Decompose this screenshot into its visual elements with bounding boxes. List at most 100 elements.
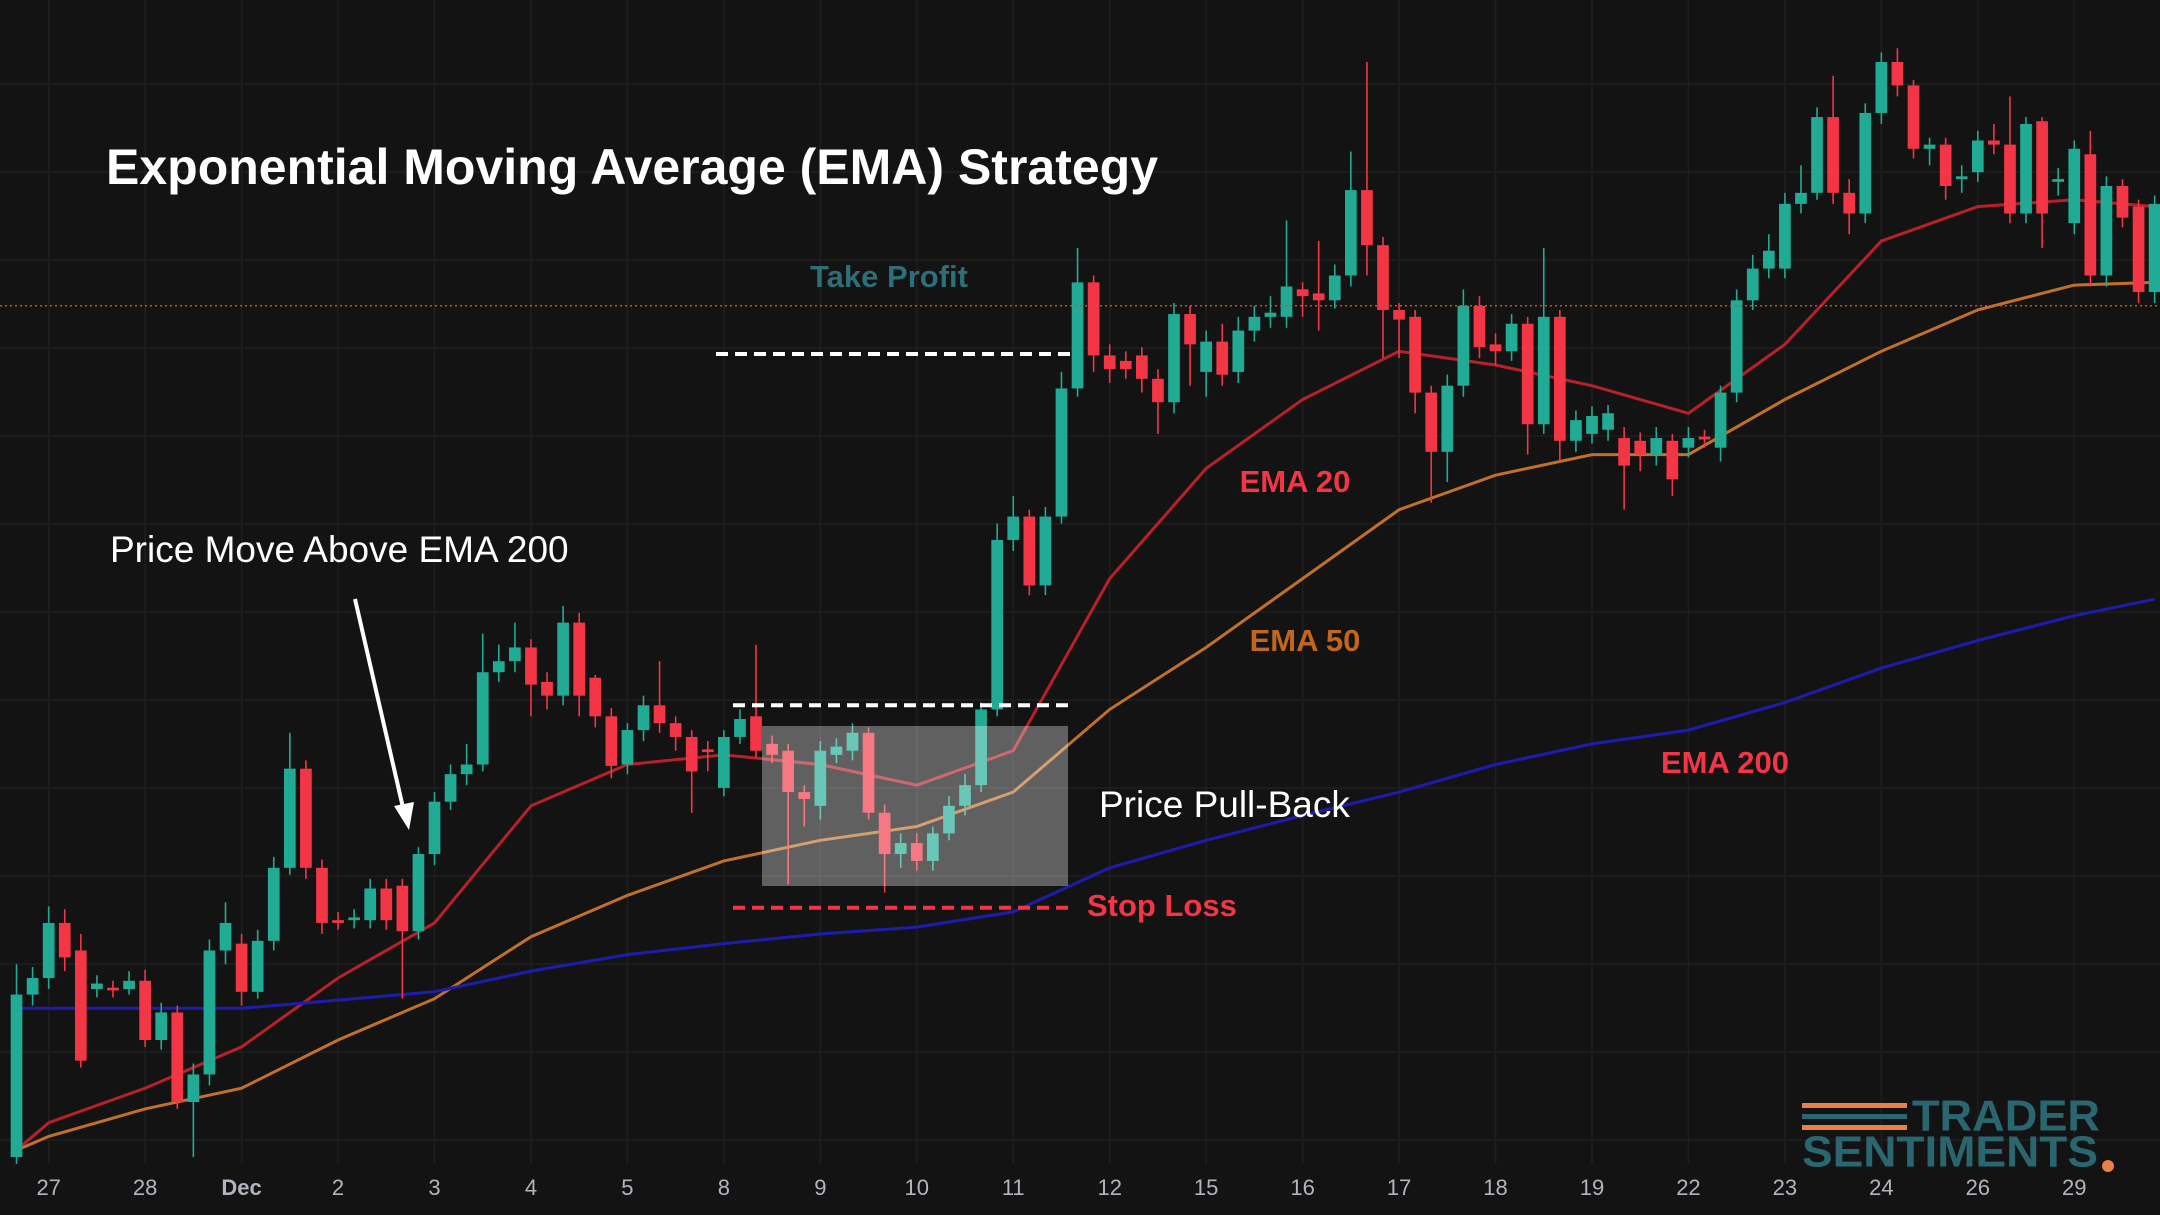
- x-tick-label: 4: [525, 1175, 537, 1200]
- candle-body: [1007, 516, 1020, 540]
- candle-body: [235, 943, 248, 992]
- candle-body: [476, 672, 489, 765]
- candle-body: [685, 736, 698, 772]
- legend-label: EMA 20: [1240, 464, 1351, 499]
- candle-body: [894, 843, 907, 855]
- candle-body: [1200, 341, 1213, 372]
- candle-body: [171, 1012, 184, 1103]
- candle-body: [2116, 185, 2129, 218]
- candle-body: [1955, 176, 1968, 180]
- x-tick-label: 16: [1290, 1175, 1314, 1200]
- x-tick-label: 10: [905, 1175, 929, 1200]
- candle-body: [1071, 282, 1084, 389]
- logo-text: TRADER: [1912, 1092, 2100, 1141]
- candle-body: [1425, 392, 1438, 452]
- candle-body: [1344, 190, 1357, 276]
- candle-body: [300, 768, 312, 868]
- x-tick-label: 27: [36, 1175, 60, 1200]
- x-tick-label: 22: [1676, 1175, 1700, 1200]
- x-tick-label: 23: [1773, 1175, 1797, 1200]
- candle-body: [123, 980, 135, 990]
- candle-body: [1473, 305, 1486, 348]
- candle-body: [283, 768, 296, 868]
- candle-body: [1087, 282, 1100, 356]
- candle-body: [2068, 148, 2081, 224]
- x-tick-label: 2: [332, 1175, 344, 1200]
- candle-body: [460, 764, 473, 775]
- candle-body: [2052, 179, 2065, 182]
- candle-body: [637, 705, 650, 731]
- candle-body: [1489, 344, 1502, 352]
- candle-body: [42, 922, 55, 979]
- candle-body: [959, 785, 971, 806]
- candle-body: [910, 843, 923, 861]
- candle-body: [251, 940, 264, 992]
- candle-body: [846, 732, 859, 751]
- candle-body: [557, 622, 569, 696]
- candle-body: [573, 622, 586, 696]
- candle-body: [1216, 341, 1229, 375]
- candle-body: [1296, 289, 1309, 297]
- candle-body: [1055, 388, 1068, 517]
- candle-body: [428, 801, 441, 855]
- candle-body: [1602, 413, 1614, 430]
- candles: [10, 48, 2160, 1164]
- candle-body: [187, 1074, 200, 1103]
- candle-body: [1762, 250, 1775, 269]
- candle-body: [975, 709, 987, 786]
- candle-body: [1184, 314, 1196, 345]
- candle-body: [621, 730, 634, 765]
- candle-body: [943, 805, 955, 834]
- candle-body: [1505, 323, 1518, 352]
- candle-body: [1618, 438, 1630, 466]
- candle-body: [155, 1012, 168, 1041]
- candle-body: [1859, 112, 1872, 214]
- level-label: Stop Loss: [1087, 888, 1237, 923]
- candle-body: [1553, 316, 1566, 441]
- candle-body: [750, 716, 762, 751]
- candle-body: [2084, 154, 2097, 276]
- x-tick-label: 9: [814, 1175, 826, 1200]
- logo-stripe: [1802, 1125, 1907, 1130]
- candle-body: [1988, 140, 2000, 145]
- candle-body: [1779, 203, 1791, 269]
- ema-lines: [15, 198, 2155, 1152]
- candle-body: [219, 922, 232, 951]
- candle-body: [1698, 436, 1711, 440]
- x-tick-label: 5: [621, 1175, 633, 1200]
- candle-body: [1280, 286, 1293, 317]
- candle-body: [1248, 316, 1261, 331]
- x-tick-label: 26: [1966, 1175, 1990, 1200]
- x-tick-label: 18: [1483, 1175, 1507, 1200]
- candle-body: [525, 647, 537, 685]
- candle-body: [1570, 420, 1582, 441]
- pull-back-zone: [762, 726, 1068, 886]
- candle-body: [1441, 385, 1454, 452]
- candle-body: [1714, 392, 1727, 448]
- candle-body: [1746, 268, 1759, 301]
- candle-body: [1891, 61, 1904, 86]
- candle-body: [1971, 140, 1984, 173]
- candle-body: [1457, 305, 1470, 386]
- ema-line: [15, 280, 2155, 1152]
- candle-body: [2148, 203, 2160, 293]
- x-tick-label: 3: [428, 1175, 440, 1200]
- candle-body: [1328, 275, 1341, 301]
- candle-body: [653, 705, 666, 724]
- candle-body: [364, 888, 377, 921]
- level-label: Take Profit: [810, 259, 968, 294]
- candle-body: [2036, 121, 2048, 214]
- logo: TRADER SENTIMENTS: [1802, 1092, 2114, 1177]
- ema-line: [15, 198, 2155, 1152]
- candle-body: [1939, 144, 1952, 186]
- candle-body: [203, 950, 216, 1075]
- labels: 27 28 Dec 2 3 4 5 8 9 10 11 12 15 16 17 18 19 22 23 24 26 29E…: [36, 464, 2086, 1200]
- candle-body: [444, 774, 457, 802]
- candle-body: [1168, 314, 1180, 403]
- candle-body: [26, 978, 39, 995]
- candle-body: [1361, 190, 1373, 246]
- candle-body: [1634, 440, 1647, 455]
- candle-body: [1136, 355, 1148, 379]
- candle-body: [669, 723, 682, 737]
